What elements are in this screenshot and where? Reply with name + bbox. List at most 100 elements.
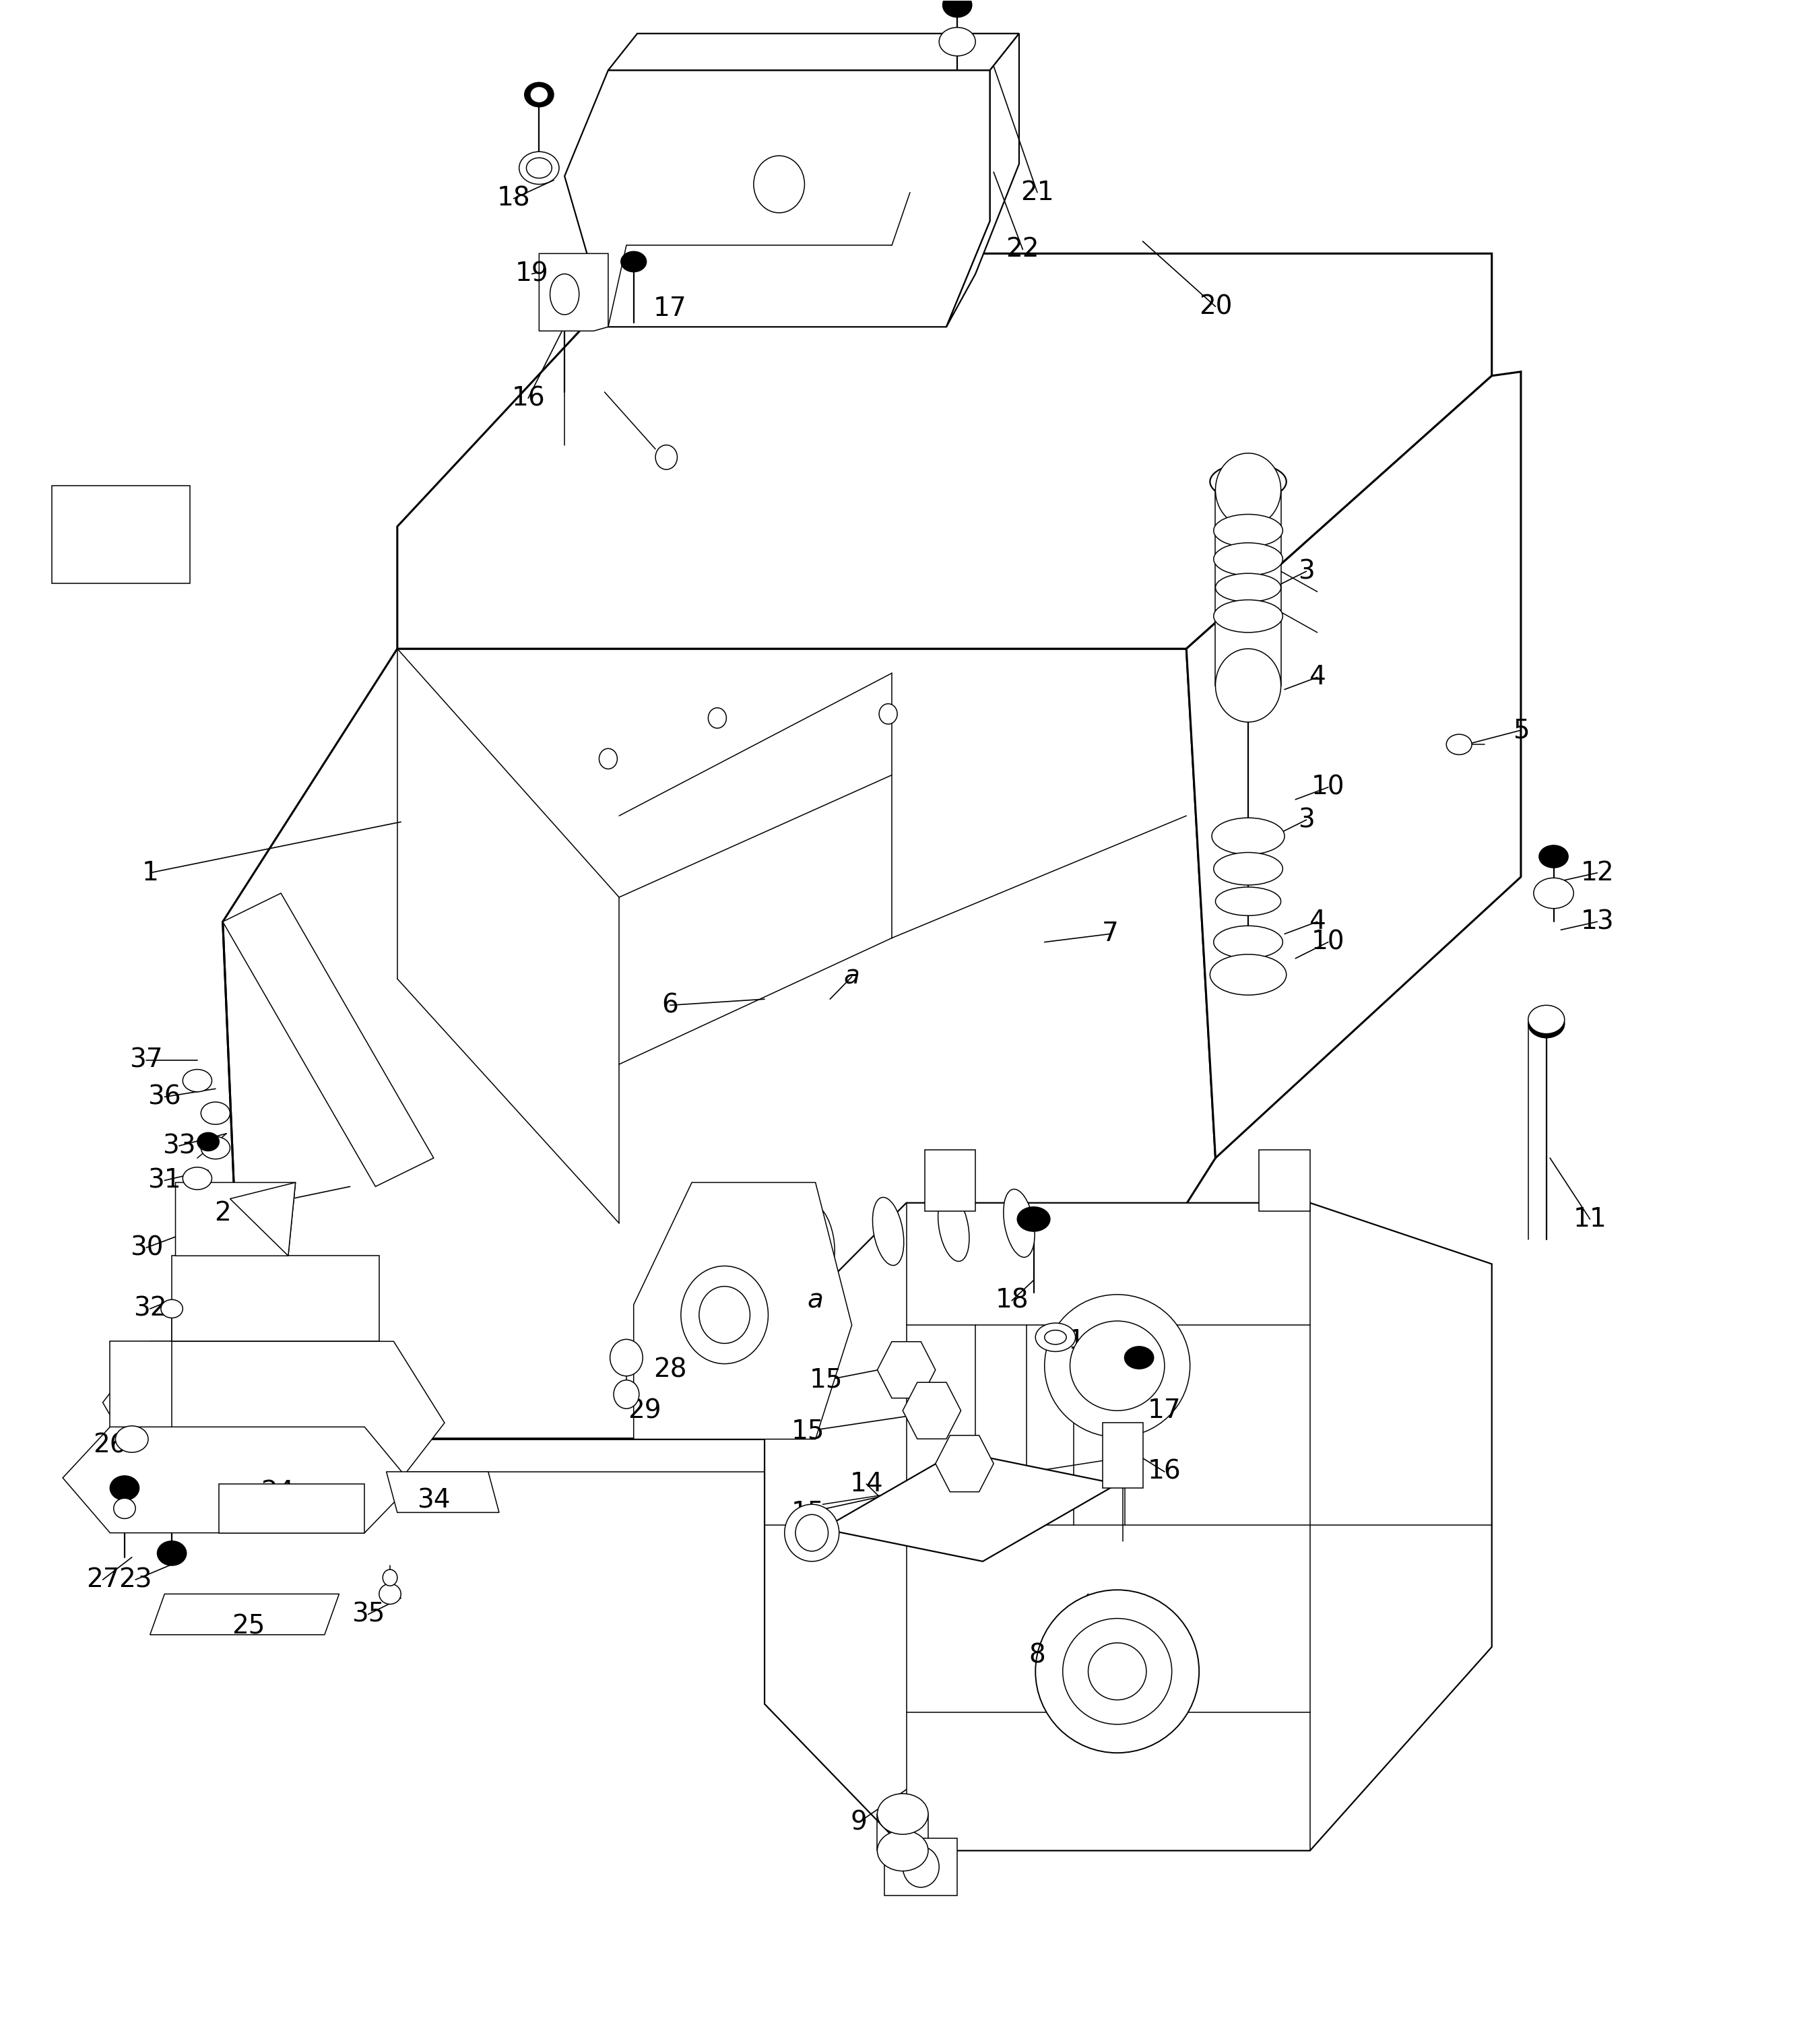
Ellipse shape xyxy=(1216,453,1281,526)
Ellipse shape xyxy=(1540,846,1569,869)
Polygon shape xyxy=(608,33,1019,69)
Bar xyxy=(1259,1150,1310,1211)
Ellipse shape xyxy=(613,1380,639,1409)
Ellipse shape xyxy=(1210,954,1287,995)
Text: 18: 18 xyxy=(996,1289,1028,1313)
Ellipse shape xyxy=(1529,1005,1565,1034)
Text: 15: 15 xyxy=(792,1419,824,1444)
Ellipse shape xyxy=(1214,514,1283,546)
Text: 21: 21 xyxy=(1021,179,1054,206)
Text: 14: 14 xyxy=(850,1472,883,1497)
Polygon shape xyxy=(222,648,1216,1440)
Polygon shape xyxy=(62,1427,411,1533)
Text: 13: 13 xyxy=(1580,909,1614,934)
Ellipse shape xyxy=(739,1213,770,1283)
Text: 35: 35 xyxy=(351,1601,384,1627)
Polygon shape xyxy=(102,1342,444,1484)
Polygon shape xyxy=(564,69,990,326)
Ellipse shape xyxy=(1216,648,1281,722)
Text: 23: 23 xyxy=(118,1566,153,1592)
Polygon shape xyxy=(539,253,608,330)
Ellipse shape xyxy=(937,1193,970,1262)
Ellipse shape xyxy=(1063,1619,1172,1725)
Ellipse shape xyxy=(599,748,617,769)
Ellipse shape xyxy=(877,1831,928,1872)
Bar xyxy=(1216,489,1281,685)
Ellipse shape xyxy=(879,703,897,724)
Text: 19: 19 xyxy=(1068,1329,1101,1354)
Text: 37: 37 xyxy=(129,1048,164,1073)
Polygon shape xyxy=(222,893,433,1187)
Ellipse shape xyxy=(524,82,553,106)
Ellipse shape xyxy=(519,151,559,184)
Ellipse shape xyxy=(200,1101,229,1123)
Ellipse shape xyxy=(182,1068,211,1091)
Ellipse shape xyxy=(550,273,579,314)
Ellipse shape xyxy=(681,1266,768,1364)
Polygon shape xyxy=(946,33,1019,326)
Polygon shape xyxy=(229,1183,295,1256)
Text: 34: 34 xyxy=(417,1488,450,1513)
Polygon shape xyxy=(109,1342,171,1452)
Text: a: a xyxy=(808,1289,823,1313)
Ellipse shape xyxy=(1070,1321,1165,1411)
Text: 32: 32 xyxy=(133,1297,167,1321)
Text: 3: 3 xyxy=(1298,559,1314,583)
Text: 12: 12 xyxy=(1580,860,1614,885)
Ellipse shape xyxy=(1045,1295,1190,1437)
Text: 19: 19 xyxy=(515,261,548,287)
Ellipse shape xyxy=(1017,1207,1050,1232)
Text: 22: 22 xyxy=(1006,237,1039,263)
Text: 7: 7 xyxy=(1101,922,1117,946)
Ellipse shape xyxy=(699,1287,750,1344)
Ellipse shape xyxy=(803,1205,835,1274)
Ellipse shape xyxy=(113,1499,135,1519)
Ellipse shape xyxy=(109,1476,138,1501)
Ellipse shape xyxy=(1036,1590,1199,1754)
Ellipse shape xyxy=(784,1505,839,1562)
Text: 25: 25 xyxy=(231,1613,266,1639)
Ellipse shape xyxy=(1088,1643,1147,1701)
Text: 9: 9 xyxy=(850,1809,868,1835)
Polygon shape xyxy=(218,1484,364,1533)
Text: 4: 4 xyxy=(1309,665,1325,689)
Polygon shape xyxy=(633,1183,852,1440)
Bar xyxy=(885,1839,957,1896)
Ellipse shape xyxy=(1216,887,1281,916)
Ellipse shape xyxy=(621,251,646,271)
Polygon shape xyxy=(171,1256,379,1342)
Text: 36: 36 xyxy=(147,1085,182,1109)
Text: 30: 30 xyxy=(129,1236,164,1260)
Ellipse shape xyxy=(655,445,677,469)
Polygon shape xyxy=(175,1183,295,1256)
Ellipse shape xyxy=(673,1221,704,1291)
Text: 17: 17 xyxy=(653,296,686,322)
Text: a: a xyxy=(844,964,859,989)
Polygon shape xyxy=(823,1452,1117,1562)
Bar xyxy=(925,1150,976,1211)
Text: 28: 28 xyxy=(653,1358,686,1382)
Polygon shape xyxy=(397,253,1492,648)
Ellipse shape xyxy=(200,1136,229,1158)
Polygon shape xyxy=(149,1594,339,1635)
Bar xyxy=(1103,1423,1143,1488)
Text: 11: 11 xyxy=(1572,1207,1607,1232)
Ellipse shape xyxy=(1036,1323,1076,1352)
Ellipse shape xyxy=(379,1584,400,1605)
Polygon shape xyxy=(764,1203,1492,1851)
Text: 2: 2 xyxy=(215,1201,231,1225)
Ellipse shape xyxy=(115,1425,147,1452)
Ellipse shape xyxy=(1214,926,1283,958)
Text: 27: 27 xyxy=(86,1566,120,1592)
Text: 18: 18 xyxy=(497,186,530,212)
Ellipse shape xyxy=(1214,599,1283,632)
Ellipse shape xyxy=(903,1847,939,1888)
Text: 1: 1 xyxy=(142,860,158,885)
Text: 8: 8 xyxy=(1028,1641,1046,1668)
Text: 31: 31 xyxy=(147,1168,182,1193)
Text: 10: 10 xyxy=(1312,930,1345,954)
Ellipse shape xyxy=(157,1541,186,1566)
Text: 24: 24 xyxy=(260,1480,295,1505)
Ellipse shape xyxy=(382,1570,397,1586)
Text: 20: 20 xyxy=(1199,294,1232,320)
